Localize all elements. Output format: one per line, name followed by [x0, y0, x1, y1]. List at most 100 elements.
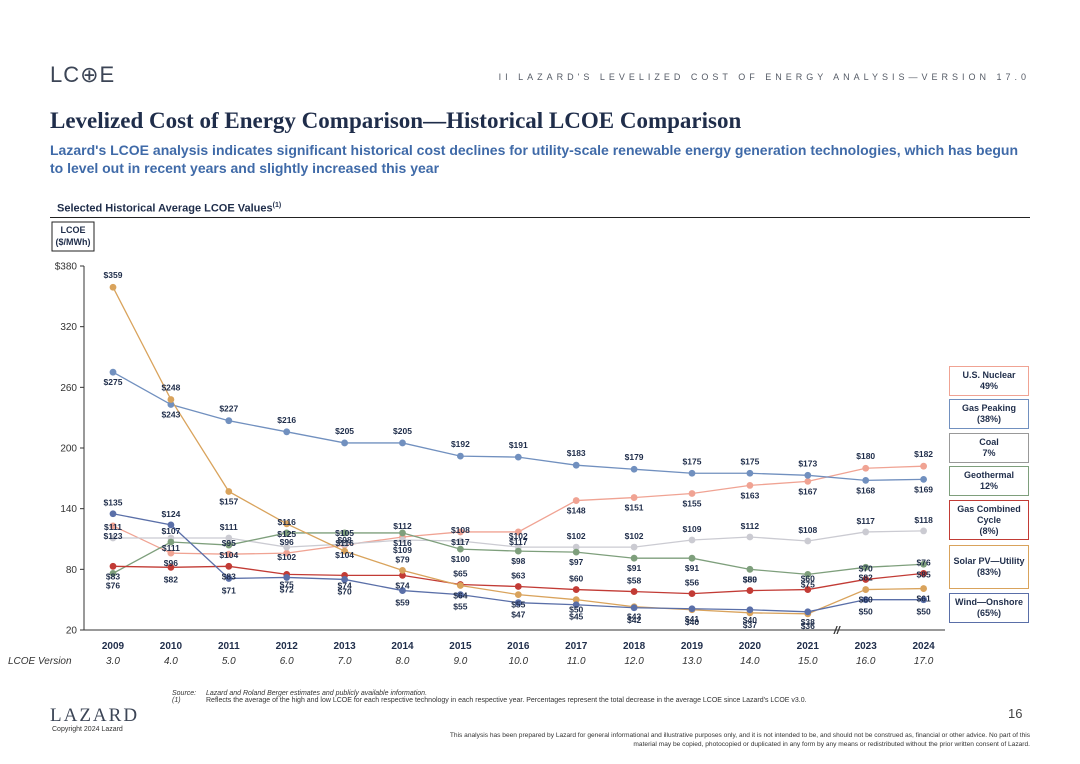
series-point-2 [920, 527, 927, 535]
x-tick-label: 2012 [276, 641, 299, 652]
data-label: $74 [338, 580, 352, 590]
data-label: $179 [625, 452, 644, 462]
source-notes: Source: Lazard and Roland Berger estimate… [172, 690, 807, 704]
data-label: $112 [393, 521, 412, 531]
data-label: $70 [338, 586, 352, 596]
x-tick-label: 2009 [102, 641, 125, 652]
data-label: $47 [511, 610, 525, 620]
data-label: $227 [219, 404, 238, 414]
data-label: $76 [917, 557, 931, 567]
copyright: Copyright 2024 Lazard [52, 726, 123, 733]
version-label: 9.0 [453, 656, 467, 667]
data-label: $108 [798, 525, 817, 535]
lcoe-line-chart: LCOE ($/MWh) $380 320 260 200 140 80 20 2009 3.0 20… [8, 221, 945, 667]
page-subtitle: Lazard's LCOE analysis indicates signifi… [50, 142, 1019, 176]
data-label: $111 [104, 522, 122, 532]
y-axis-label-line2: ($/MWh) [56, 237, 91, 247]
data-label: $192 [451, 439, 470, 449]
x-tick-label: 2015 [449, 641, 472, 652]
data-label: $65 [453, 569, 467, 579]
data-label: $60 [801, 574, 815, 584]
data-label: $75 [801, 579, 815, 589]
data-label: $41 [685, 614, 699, 624]
series-point-2 [572, 543, 580, 551]
series-point-0 [109, 522, 117, 530]
series-point-6 [920, 596, 927, 604]
series-point-2 [283, 543, 291, 551]
series-point-6 [862, 596, 870, 604]
data-label: $169 [914, 484, 933, 494]
legend-series-change: (65%) [976, 608, 1001, 618]
series-point-0 [630, 494, 638, 501]
source-key: Source: [172, 690, 197, 697]
data-label: $83 [106, 571, 120, 581]
legend-item: U.S. Nuclear 49% [949, 366, 1029, 396]
y-tick-label: 320 [60, 322, 77, 333]
series-point-5 [920, 585, 927, 592]
series-point-5 [514, 591, 522, 599]
series-point-3 [862, 563, 870, 571]
y-axis-label-line1: LCOE [60, 225, 85, 235]
version-label: 16.0 [856, 656, 876, 667]
series-point-1 [630, 465, 638, 473]
data-label: $118 [914, 515, 933, 525]
x-tick-label: 2023 [855, 641, 878, 652]
series-point-5 [225, 488, 233, 495]
x-tick-label: 2016 [507, 641, 530, 652]
data-label: $107 [161, 526, 180, 536]
data-label: $111 [162, 543, 180, 553]
footnote-line: (1) Reflects the average of the high and … [172, 697, 807, 704]
data-label: $55 [453, 602, 467, 612]
series-point-3 [283, 529, 291, 537]
y-tick-label: 140 [60, 504, 77, 515]
series-point-1 [109, 368, 117, 376]
series-point-3 [341, 529, 348, 537]
data-label: $38 [801, 617, 815, 627]
series-point-6 [688, 605, 696, 613]
data-label: $71 [222, 585, 236, 595]
series-point-5 [862, 586, 870, 593]
series-point-0 [804, 477, 812, 485]
data-label: $40 [685, 617, 699, 627]
series-point-3 [167, 538, 175, 546]
data-label: $58 [627, 576, 641, 586]
legend-series-change: (8%) [979, 525, 999, 536]
data-label: $97 [569, 557, 583, 567]
data-label: $205 [335, 426, 354, 436]
data-label: $83 [222, 571, 236, 581]
x-tick-label: 2011 [218, 641, 240, 652]
data-label: $111 [220, 522, 238, 532]
data-label: $151 [625, 503, 644, 513]
section-footnote-marker: (1) [272, 202, 282, 209]
series-point-2 [746, 533, 754, 541]
series-point-1 [225, 417, 233, 425]
version-label: 4.0 [164, 656, 178, 667]
data-label: $102 [567, 531, 586, 541]
series-point-6 [225, 575, 233, 582]
data-label: $180 [856, 451, 875, 461]
series-point-1 [746, 469, 754, 477]
series-point-6 [746, 606, 754, 614]
series-point-3 [746, 565, 754, 573]
series-point-1 [804, 471, 812, 479]
data-label: $55 [511, 600, 525, 610]
series-point-4 [109, 562, 117, 570]
data-label: $191 [509, 440, 528, 450]
series-point-5 [341, 547, 348, 555]
series-point-0 [225, 550, 233, 558]
series-point-2 [457, 537, 464, 545]
data-label: $117 [451, 537, 470, 547]
x-tick-label: 2013 [333, 641, 356, 652]
series-point-3 [804, 570, 812, 578]
series-point-1 [572, 461, 580, 469]
data-label: $248 [161, 382, 180, 392]
data-label: $76 [106, 580, 120, 590]
series-point-1 [283, 428, 291, 436]
data-label: $135 [104, 498, 123, 508]
data-label: $50 [859, 607, 873, 617]
version-label: 8.0 [396, 656, 410, 667]
data-label: $95 [222, 538, 236, 548]
version-label: 12.0 [624, 656, 644, 667]
data-label: $205 [393, 426, 412, 436]
report-header: II LAZARD'S LEVELIZED COST OF ENERGY ANA… [498, 72, 1030, 82]
